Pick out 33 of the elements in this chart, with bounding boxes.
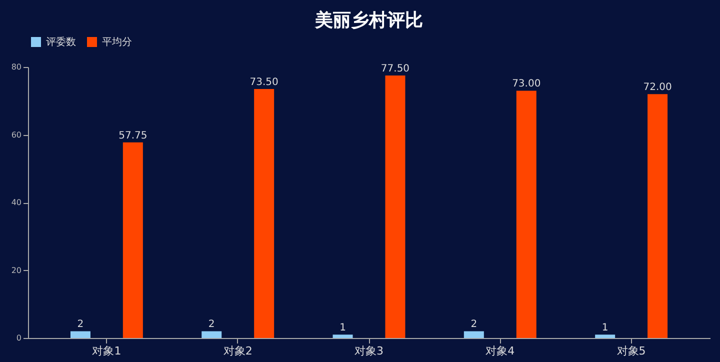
x-tick-label: 对象1 (92, 344, 122, 358)
chart-title: 美丽乡村评比 (314, 10, 423, 31)
legend-label: 评委数 (46, 36, 76, 48)
data-label: 2 (470, 319, 478, 330)
data-label: 72.00 (643, 82, 672, 94)
data-label: 73.00 (512, 78, 541, 90)
bar (385, 75, 406, 338)
y-tick-label: 60 (11, 130, 22, 140)
y-tick-label: 80 (11, 62, 22, 72)
bar (70, 331, 90, 338)
x-tick-label: 对象2 (223, 344, 252, 358)
y-tick-label: 0 (16, 334, 22, 342)
bar (122, 142, 143, 338)
bar (332, 334, 353, 338)
x-tick-label: 对象4 (486, 344, 515, 358)
y-tick-label: 20 (11, 266, 22, 275)
legend-label: 平均分 (102, 36, 132, 48)
data-label: 1 (340, 322, 346, 334)
y-tick-label: 40 (11, 198, 22, 207)
bar (595, 334, 616, 338)
bar (516, 90, 536, 338)
bar (648, 94, 668, 338)
bar (254, 89, 274, 338)
data-label: 2 (77, 319, 84, 330)
x-tick-label: 对象5 (616, 344, 646, 358)
bar (202, 331, 222, 338)
data-label: 57.75 (118, 130, 148, 142)
bar (464, 331, 484, 338)
data-label: 77.50 (380, 63, 410, 74)
data-label: 1 (602, 322, 608, 334)
data-label: 73.50 (250, 77, 278, 88)
data-label: 2 (208, 319, 215, 330)
x-tick-label: 对象3 (354, 344, 384, 358)
